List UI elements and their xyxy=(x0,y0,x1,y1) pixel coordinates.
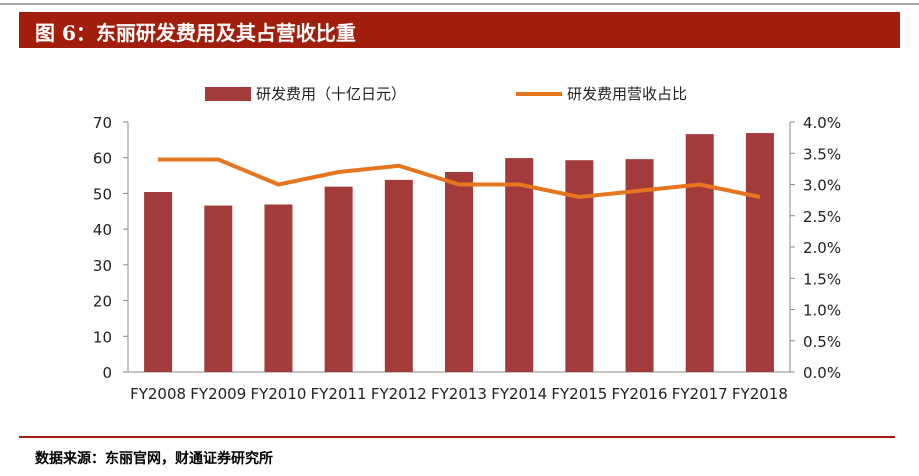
legend-bar-swatch xyxy=(205,87,251,101)
x-tick-label: FY2009 xyxy=(190,385,246,403)
y2-tick-label: 2.5% xyxy=(803,208,841,226)
title-bar: 图 6：东丽研发费用及其占营收比重 xyxy=(19,12,900,48)
chart-title: 图 6：东丽研发费用及其占营收比重 xyxy=(35,21,356,45)
x-tick-label: FY2012 xyxy=(371,385,427,403)
bar-FY2013 xyxy=(445,172,473,372)
source-note: 数据来源：东丽官网，财通证券研究所 xyxy=(35,451,273,467)
bar-FY2017 xyxy=(685,134,714,372)
bar-FY2008 xyxy=(144,192,173,372)
y2-tick-label: 1.0% xyxy=(803,302,841,320)
bar-FY2010 xyxy=(264,204,293,372)
y2-tick-label: 3.5% xyxy=(803,145,841,163)
top-rule xyxy=(0,3,919,5)
y2-tick-label: 2.0% xyxy=(803,239,841,257)
y-tick-label: 60 xyxy=(93,150,112,168)
bar-FY2015 xyxy=(565,160,594,372)
y2-tick-label: 3.0% xyxy=(803,177,841,195)
y-tick-label: 20 xyxy=(93,293,112,311)
bar-FY2009 xyxy=(204,205,233,372)
legend-bar-label: 研发费用（十亿日元） xyxy=(256,85,406,103)
x-tick-label: FY2018 xyxy=(732,385,788,403)
x-tick-label: FY2013 xyxy=(431,385,487,403)
bar-FY2011 xyxy=(324,186,353,372)
bar-FY2016 xyxy=(625,159,654,372)
x-tick-label: FY2008 xyxy=(130,385,186,403)
x-tick-label: FY2011 xyxy=(311,385,367,403)
y-tick-label: 70 xyxy=(93,114,112,132)
x-tick-label: FY2016 xyxy=(612,385,668,403)
bar-FY2012 xyxy=(384,179,413,372)
x-tick-label: FY2017 xyxy=(672,385,728,403)
y2-tick-label: 0.5% xyxy=(803,333,841,351)
x-tick-label: FY2015 xyxy=(551,385,607,403)
bottom-rule xyxy=(19,436,895,438)
y2-tick-label: 1.5% xyxy=(803,270,841,288)
x-tick-label: FY2014 xyxy=(491,385,547,403)
x-tick-label: FY2010 xyxy=(250,385,306,403)
legend-line-label: 研发费用营收占比 xyxy=(567,85,687,103)
y2-tick-label: 4.0% xyxy=(803,114,841,132)
y-tick-label: 30 xyxy=(93,257,112,275)
y2-tick-label: 0.0% xyxy=(803,364,841,382)
y-tick-label: 10 xyxy=(93,328,112,346)
y-tick-label: 50 xyxy=(93,185,112,203)
bar-FY2014 xyxy=(505,158,534,372)
y-tick-label: 40 xyxy=(93,221,112,239)
y-tick-label: 0 xyxy=(102,364,112,382)
bar-FY2018 xyxy=(745,133,774,372)
